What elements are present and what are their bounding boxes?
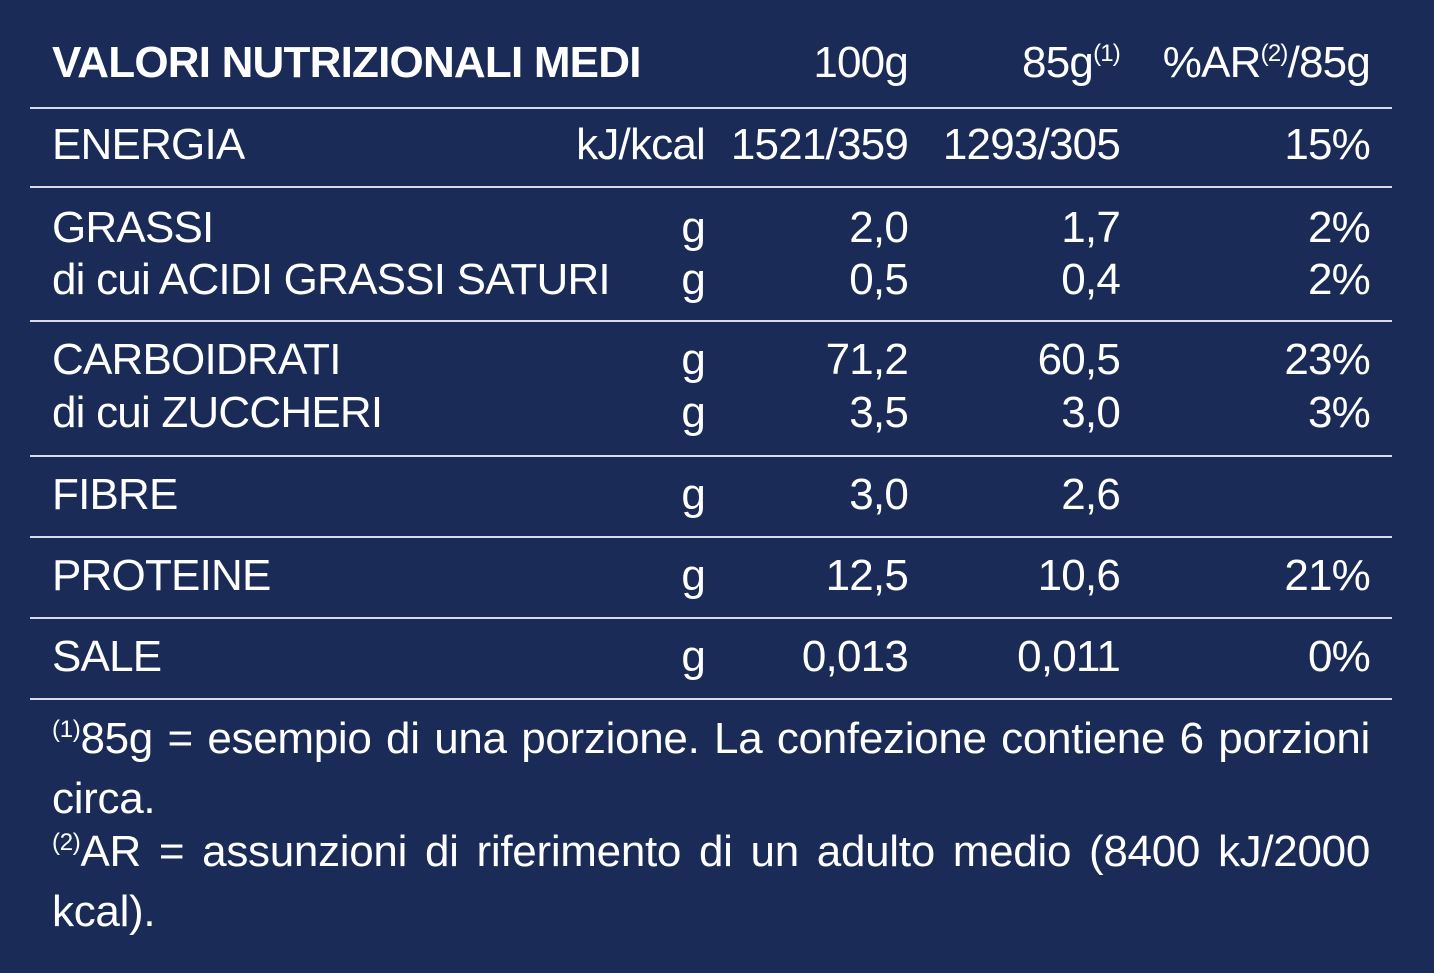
value-portion: 60,5 [1037, 335, 1121, 384]
value-portion: 2,6 [1061, 470, 1121, 519]
unit: g [681, 551, 705, 600]
header-portion: 85g(1) [1022, 38, 1121, 95]
value-portion: 1293/305 [942, 120, 1121, 169]
value-100g: 0,5 [849, 255, 909, 304]
divider [30, 698, 1392, 700]
note-mark: (1) [1093, 40, 1121, 67]
unit: kJ/kcal [576, 120, 706, 169]
divider [30, 536, 1392, 538]
value-100g: 71,2 [825, 335, 909, 384]
value-ar: 0% [1308, 632, 1371, 681]
footnotes: (1)85g = esempio di una porzione. La con… [52, 712, 1370, 938]
value-ar: 2% [1308, 255, 1371, 304]
footnote: (2)AR = assunzioni di riferimento di un … [52, 825, 1370, 938]
value-portion: 10,6 [1037, 551, 1121, 600]
header-text: /85g [1287, 38, 1371, 87]
nutrient: CARBOIDRATI [52, 335, 341, 384]
footnote: (1)85g = esempio di una porzione. La con… [52, 712, 1370, 825]
divider [30, 186, 1392, 188]
value-100g: 3,5 [849, 388, 909, 437]
value-portion: 1,7 [1061, 203, 1121, 252]
header-text: 85g [1022, 38, 1094, 87]
value-100g: 3,0 [849, 470, 909, 519]
unit: g [681, 255, 705, 304]
value-ar: 21% [1284, 551, 1370, 600]
value-ar: 3% [1308, 388, 1371, 437]
value-portion: 0,011 [1017, 632, 1121, 681]
unit: g [681, 335, 705, 384]
divider [30, 320, 1392, 322]
note-mark: (1) [52, 716, 81, 743]
value-ar: 15% [1284, 120, 1370, 169]
divider [30, 107, 1392, 109]
unit: g [681, 632, 705, 681]
header-text: %AR [1162, 38, 1262, 87]
nutrient: di cui ZUCCHERI [52, 388, 383, 437]
value-100g: 12,5 [825, 551, 909, 600]
value-ar: 2% [1308, 203, 1371, 252]
value-portion: 0,4 [1061, 255, 1121, 304]
divider [30, 617, 1392, 619]
nutrient: FIBRE [52, 470, 178, 519]
value-ar: 23% [1284, 335, 1370, 384]
nutrient: ENERGIA [52, 120, 245, 169]
nutrient: SALE [52, 632, 162, 681]
note-mark: (2) [52, 829, 81, 856]
unit: g [681, 203, 705, 252]
nutrient: GRASSI [52, 203, 214, 252]
note-mark: (2) [1260, 40, 1289, 67]
unit: g [681, 470, 705, 519]
value-100g: 1521/359 [730, 120, 909, 169]
header-title: VALORI NUTRIZIONALI MEDI [52, 38, 641, 87]
header-100g: 100g [813, 38, 908, 87]
value-100g: 2,0 [849, 203, 909, 252]
value-portion: 3,0 [1061, 388, 1121, 437]
unit: g [681, 388, 705, 437]
header-ar: %AR(2)/85g [1162, 38, 1371, 95]
nutrient: di cui ACIDI GRASSI SATURI [52, 255, 611, 304]
footnote-text: AR = assunzioni di riferimento di un adu… [52, 827, 1370, 936]
value-100g: 0,013 [801, 632, 909, 681]
divider [30, 455, 1392, 457]
nutrient: PROTEINE [52, 551, 271, 600]
footnote-text: 85g = esempio di una porzione. La confez… [52, 714, 1370, 823]
